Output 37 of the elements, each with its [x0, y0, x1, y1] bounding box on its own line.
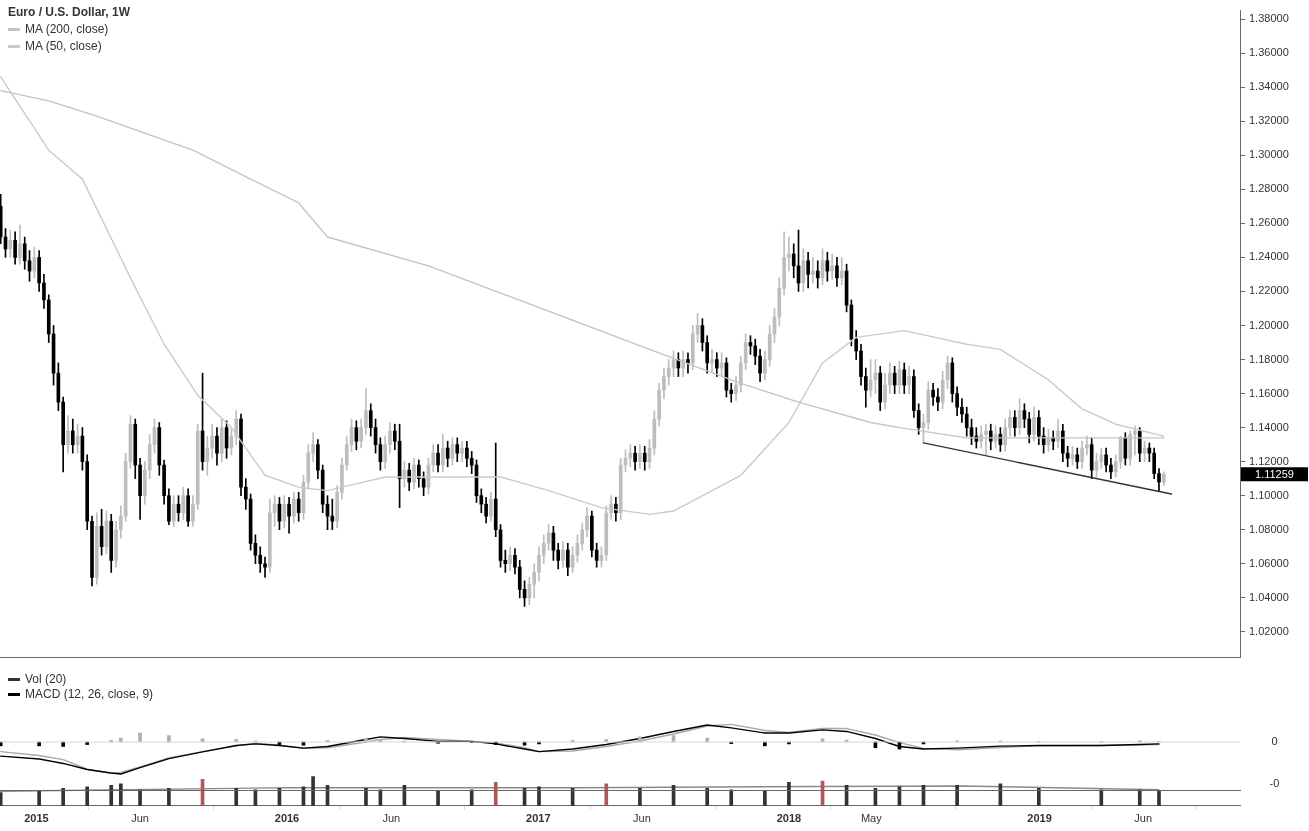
- legend-label: MA (200, close): [25, 21, 109, 38]
- y-tick-label: 1.16000: [1249, 386, 1289, 399]
- x-tick-label: May: [860, 812, 883, 825]
- x-tick-label: Jun: [131, 812, 149, 825]
- y-tick-label: 1.06000: [1249, 556, 1289, 569]
- y-tick-label: 1.20000: [1249, 318, 1289, 331]
- text: -0: [1269, 776, 1280, 789]
- x-tick-label: 2015: [24, 812, 49, 825]
- y-tick-label: 1.14000: [1249, 420, 1289, 433]
- y-tick-label: 1.08000: [1249, 522, 1289, 535]
- y-tick-label: 1.32000: [1249, 114, 1289, 127]
- y-tick-label: 1.34000: [1249, 80, 1289, 93]
- text: 1.11259: [1255, 467, 1294, 480]
- x-tick-label: Jun: [633, 812, 651, 825]
- x-tick-label: 2016: [274, 812, 300, 825]
- x-tick-label: Jun: [382, 812, 401, 825]
- y-tick-label: 1.26000: [1249, 216, 1289, 229]
- y-tick-label: 1.38000: [1249, 12, 1289, 25]
- legend-label: MA (50, close): [25, 38, 102, 55]
- chart-title: Euro / U.S. Dollar, 1W: [8, 4, 131, 21]
- y-tick-label: 1.04000: [1249, 590, 1289, 603]
- y-tick-label: 1.36000: [1249, 46, 1289, 59]
- y-tick-label: 1.02000: [1249, 624, 1289, 637]
- x-tick-label: 2019: [1027, 812, 1052, 825]
- x-tick-label: Jun: [1134, 812, 1153, 825]
- y-tick-label: 1.24000: [1249, 250, 1289, 263]
- x-tick-label: 2018: [776, 812, 802, 825]
- x-tick-label: 2017: [526, 812, 551, 825]
- y-tick-label: 1.12000: [1249, 454, 1289, 467]
- legend-label: MACD (12, 26, close, 9): [25, 686, 154, 703]
- y-tick-label: 1.10000: [1249, 488, 1289, 501]
- y-tick-label: 1.18000: [1249, 352, 1289, 365]
- legend-label: Vol (20): [25, 671, 67, 688]
- y-tick-label: 1.22000: [1249, 284, 1289, 297]
- ref-line-label: 0: [1271, 735, 1278, 748]
- y-tick-label: 1.30000: [1249, 148, 1289, 161]
- y-tick-label: 1.28000: [1249, 182, 1289, 195]
